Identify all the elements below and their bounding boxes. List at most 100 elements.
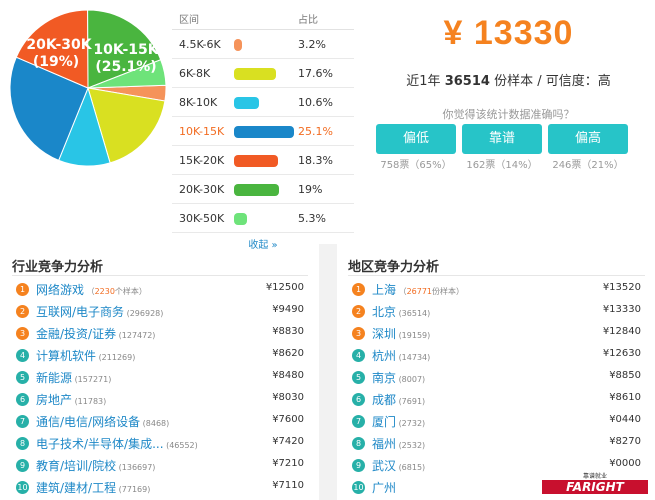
vote-reliable-count: 162票（14%） (466, 160, 538, 171)
industry-name[interactable]: 金融/投资/证券 (127472) (36, 325, 155, 342)
region-salary: ¥8270 (609, 436, 641, 447)
region-name[interactable]: 深圳 (19159) (372, 325, 430, 342)
vote-low-button[interactable]: 偏低 (376, 124, 456, 154)
salary-summary: ¥ 13330 近1年 36514 份样本 / 可信度：高 你觉得该统计数据准确… (362, 0, 655, 182)
distribution-range: 15K-20K (179, 154, 225, 167)
industry-name[interactable]: 网络游戏 （2230个样本） (36, 281, 147, 298)
distribution-pct: 10.6% (298, 96, 333, 109)
region-row[interactable]: 7 厦门 (2732) ¥0440 (348, 413, 645, 435)
region-name[interactable]: 广州 (372, 479, 396, 496)
distribution-pct: 19% (298, 183, 323, 196)
region-label[interactable]: 成都 (372, 393, 397, 407)
industry-row[interactable]: 9 教育/培训/院校 (136697) ¥7210 (12, 457, 308, 479)
region-row[interactable]: 6 成都 (7691) ¥8610 (348, 391, 645, 413)
industry-row[interactable]: 3 金融/投资/证券 (127472) ¥8830 (12, 325, 308, 347)
region-label[interactable]: 厦门 (372, 415, 397, 429)
header-range: 区间 (179, 15, 199, 26)
region-label[interactable]: 杭州 (372, 349, 397, 363)
sample-count-text: (2732) (398, 419, 426, 428)
industry-label[interactable]: 网络游戏 (36, 283, 85, 297)
industry-label[interactable]: 互联网/电子商务 (36, 305, 125, 319)
industry-name[interactable]: 通信/电信/网络设备 (8468) (36, 413, 169, 430)
region-label[interactable]: 广州 (372, 481, 397, 495)
region-name[interactable]: 北京 (36514) (372, 303, 430, 320)
region-name[interactable]: 厦门 (2732) (372, 413, 425, 430)
region-name[interactable]: 南京 (8007) (372, 369, 425, 386)
region-row[interactable]: 1 上海 （26771份样本） ¥13520 (348, 281, 645, 303)
sample-count-highlight: 26771 (406, 287, 433, 296)
sample-count-text: (157271) (74, 375, 112, 384)
region-name[interactable]: 成都 (7691) (372, 391, 425, 408)
sample-count-text: 份样本） (432, 287, 465, 296)
industry-salary: ¥7110 (272, 480, 304, 491)
industry-name[interactable]: 房地产 (11783) (36, 391, 106, 408)
region-row[interactable]: 5 南京 (8007) ¥8850 (348, 369, 645, 391)
industry-row[interactable]: 6 房地产 (11783) ¥8030 (12, 391, 308, 413)
region-name[interactable]: 福州 (2532) (372, 435, 425, 452)
region-row[interactable]: 8 福州 (2532) ¥8270 (348, 435, 645, 457)
region-row[interactable]: 3 深圳 (19159) ¥12840 (348, 325, 645, 347)
industry-row[interactable]: 10 建筑/建材/工程 (77169) ¥7110 (12, 479, 308, 500)
region-name[interactable]: 上海 （26771份样本） (372, 281, 464, 298)
industry-label[interactable]: 教育/培训/院校 (36, 459, 117, 473)
industry-row[interactable]: 5 新能源 (157271) ¥8480 (12, 369, 308, 391)
industry-row[interactable]: 2 互联网/电子商务 (296928) ¥9490 (12, 303, 308, 325)
region-label[interactable]: 深圳 (372, 327, 397, 341)
sample-count-text: (6815) (398, 463, 426, 472)
rank-badge: 7 (352, 415, 365, 428)
vote-high-button[interactable]: 偏高 (548, 124, 628, 154)
region-label[interactable]: 武汉 (372, 459, 397, 473)
distribution-range: 6K-8K (179, 67, 211, 80)
sample-count-text: (36514) (398, 309, 431, 318)
industry-row[interactable]: 4 计算机软件 (211269) ¥8620 (12, 347, 308, 369)
region-label[interactable]: 南京 (372, 371, 397, 385)
industry-label[interactable]: 房地产 (36, 393, 73, 407)
region-name[interactable]: 杭州 (14734) (372, 347, 430, 364)
region-row[interactable]: 10 广州 (348, 479, 645, 500)
rank-badge: 9 (16, 459, 29, 472)
industry-name[interactable]: 电子技术/半导体/集成... (46552) (36, 435, 198, 452)
region-label[interactable]: 福州 (372, 437, 397, 451)
sample-count-text: 个样本） (114, 287, 147, 296)
vote-reliable-button[interactable]: 靠谱 (462, 124, 542, 154)
rank-badge: 5 (352, 371, 365, 384)
region-row[interactable]: 2 北京 (36514) ¥13330 (348, 303, 645, 325)
industry-label[interactable]: 计算机软件 (36, 349, 97, 363)
industry-name[interactable]: 新能源 (157271) (36, 369, 111, 386)
region-label[interactable]: 北京 (372, 305, 397, 319)
distribution-row: 6K-8K 17.6% (172, 59, 354, 88)
distribution-pct: 3.2% (298, 38, 326, 51)
distribution-row: 20K-30K 19% (172, 175, 354, 204)
industry-row[interactable]: 8 电子技术/半导体/集成... (46552) ¥7420 (12, 435, 308, 457)
sample-count: (157271) (72, 375, 112, 384)
industry-name[interactable]: 教育/培训/院校 (136697) (36, 457, 155, 474)
industry-label[interactable]: 电子技术/半导体/集成... (36, 437, 164, 451)
distribution-bar (234, 126, 294, 138)
sample-count-text: (8007) (398, 375, 426, 384)
sample-prefix: 近1年 (406, 74, 441, 89)
panel-divider (319, 244, 337, 500)
industry-name[interactable]: 互联网/电子商务 (296928) (36, 303, 163, 320)
industry-row[interactable]: 1 网络游戏 （2230个样本） ¥12500 (12, 281, 308, 303)
industry-label[interactable]: 建筑/建材/工程 (36, 481, 117, 495)
sample-count: (7691) (396, 397, 426, 406)
distribution-range: 4.5K-6K (179, 38, 221, 51)
industry-row[interactable]: 7 通信/电信/网络设备 (8468) ¥7600 (12, 413, 308, 435)
region-label[interactable]: 上海 (372, 283, 397, 297)
region-row[interactable]: 4 杭州 (14734) ¥12630 (348, 347, 645, 369)
industry-name[interactable]: 计算机软件 (211269) (36, 347, 135, 364)
sample-count: (8007) (396, 375, 426, 384)
salary-pie-chart: 10K-15K (25.1%) 20K-30K (19%) (9, 9, 167, 167)
industry-label[interactable]: 金融/投资/证券 (36, 327, 117, 341)
sample-count-text: (11783) (74, 397, 107, 406)
distribution-range: 30K-50K (179, 212, 225, 225)
industry-name[interactable]: 建筑/建材/工程 (77169) (36, 479, 150, 496)
industry-label[interactable]: 通信/电信/网络设备 (36, 415, 141, 429)
average-salary: ¥ 13330 (443, 14, 574, 52)
distribution-row: 15K-20K 18.3% (172, 146, 354, 175)
region-row[interactable]: 9 武汉 (6815) ¥0000 (348, 457, 645, 479)
sample-count-text: (127472) (118, 331, 156, 340)
collapse-link[interactable]: 收起 » (248, 240, 278, 251)
industry-label[interactable]: 新能源 (36, 371, 73, 385)
region-name[interactable]: 武汉 (6815) (372, 457, 425, 474)
